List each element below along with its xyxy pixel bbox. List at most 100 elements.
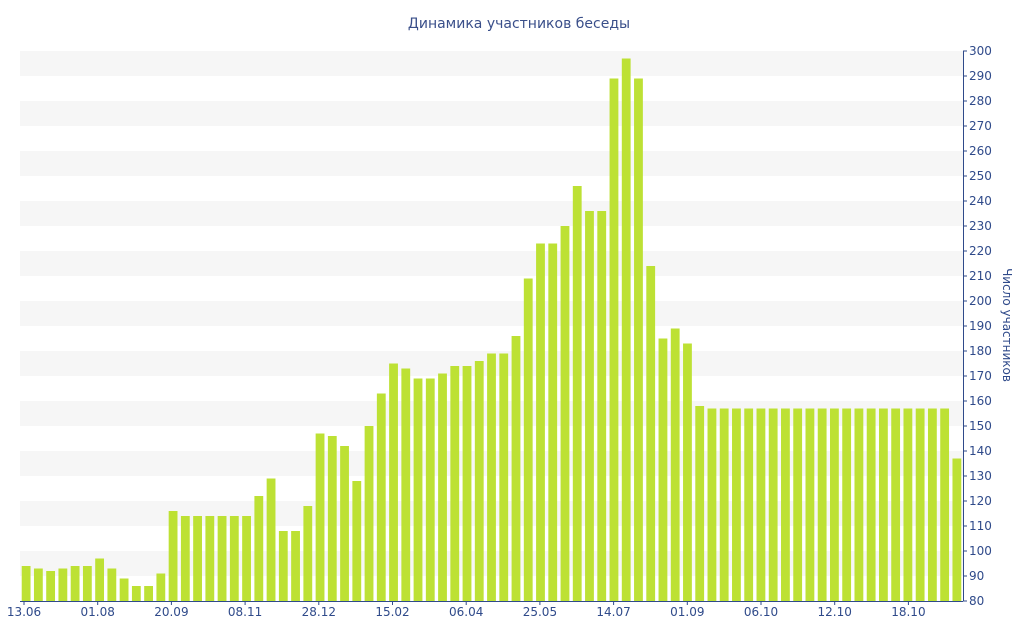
bar: [315, 433, 325, 601]
bar: [621, 58, 631, 601]
y-tick-label: 160: [969, 394, 992, 408]
bar: [830, 408, 839, 601]
y-axis-ticks: 80 90 100 110 120 130 140 150 160 170 180 190 200 210…: [963, 44, 992, 608]
y-tick-label: 130: [969, 469, 992, 483]
bar: [340, 446, 349, 601]
bar: [536, 243, 545, 601]
x-tick-label: 14.07: [596, 605, 630, 619]
bar: [205, 516, 215, 601]
bar: [585, 211, 594, 601]
y-tick-label: 250: [969, 169, 992, 183]
bar: [352, 481, 362, 601]
grid-band: [20, 201, 963, 226]
bar: [511, 336, 521, 601]
bar: [46, 571, 56, 601]
grid-band: [20, 101, 963, 126]
y-tick-label: 100: [969, 544, 992, 558]
y-tick-label: 120: [969, 494, 992, 508]
y-tick-label: 240: [969, 194, 992, 208]
bar: [376, 393, 386, 601]
bar: [82, 566, 92, 601]
bar: [21, 566, 31, 601]
x-tick-label: 28.12: [302, 605, 336, 619]
bar: [278, 531, 288, 601]
bar: [927, 408, 937, 601]
y-tick-label: 140: [969, 444, 992, 458]
y-tick-label: 80: [969, 594, 984, 608]
grid-band: [20, 301, 963, 326]
bar: [842, 408, 852, 601]
bar: [744, 408, 754, 601]
bar: [670, 328, 680, 601]
bar: [695, 406, 705, 601]
x-tick-label: 18.10: [891, 605, 925, 619]
y-tick-label: 190: [969, 319, 992, 333]
bar: [131, 586, 141, 601]
y-tick-label: 210: [969, 269, 992, 283]
bar: [119, 578, 129, 601]
x-tick-label: 06.04: [449, 605, 483, 619]
x-tick-label: 08.11: [228, 605, 262, 619]
bar: [548, 243, 558, 601]
y-tick-label: 180: [969, 344, 992, 358]
bar: [413, 378, 423, 601]
y-tick-label: 300: [969, 44, 992, 58]
x-axis-ticks: 13.06 01.08 20.09 08.11 28.12 15.02 06.04 25.05…: [7, 601, 926, 619]
grid-band: [20, 51, 963, 76]
bar: [156, 573, 166, 601]
bar: [817, 408, 827, 601]
x-tick-label: 06.10: [744, 605, 778, 619]
bar: [193, 516, 202, 601]
y-axis-label: Число участников: [1000, 268, 1014, 382]
y-tick-label: 260: [969, 144, 992, 158]
bar: [940, 408, 950, 601]
y-tick-label: 110: [969, 519, 992, 533]
bar: [462, 366, 472, 601]
bar: [658, 338, 668, 601]
bar: [389, 363, 398, 601]
bars: [21, 58, 962, 601]
bar: [70, 566, 80, 601]
bar: [327, 436, 337, 601]
bar: [878, 408, 888, 601]
x-tick-label: 15.02: [375, 605, 409, 619]
bar: [768, 408, 778, 601]
bar: [266, 478, 276, 601]
bar: [683, 343, 692, 601]
bar: [732, 408, 741, 601]
bar: [903, 408, 913, 601]
bar: [560, 226, 570, 601]
y-tick-label: 170: [969, 369, 992, 383]
y-tick-label: 230: [969, 219, 992, 233]
bar: [364, 426, 374, 601]
bar: [634, 78, 643, 601]
bar: [229, 516, 239, 601]
bar: [144, 586, 153, 601]
x-tick-label: 13.06: [7, 605, 41, 619]
bar: [805, 408, 815, 601]
bar: [891, 408, 901, 601]
bar: [866, 408, 876, 601]
bar: [646, 266, 656, 601]
bar: [499, 353, 509, 601]
bar: [438, 373, 447, 601]
x-tick-label: 25.05: [523, 605, 557, 619]
bar: [597, 211, 607, 601]
bar: [609, 78, 619, 601]
bar: [242, 516, 251, 601]
y-tick-label: 290: [969, 69, 992, 83]
bar: [952, 458, 962, 601]
bar: [217, 516, 227, 601]
y-tick-label: 280: [969, 94, 992, 108]
bar: [107, 568, 117, 601]
bar: [915, 408, 925, 601]
x-tick-label: 01.09: [670, 605, 704, 619]
bar: [781, 408, 790, 601]
bar: [756, 408, 766, 601]
x-tick-label: 01.08: [81, 605, 115, 619]
bar: [180, 516, 190, 601]
bar: [854, 408, 864, 601]
bar: [95, 558, 105, 601]
bar: [168, 511, 178, 601]
